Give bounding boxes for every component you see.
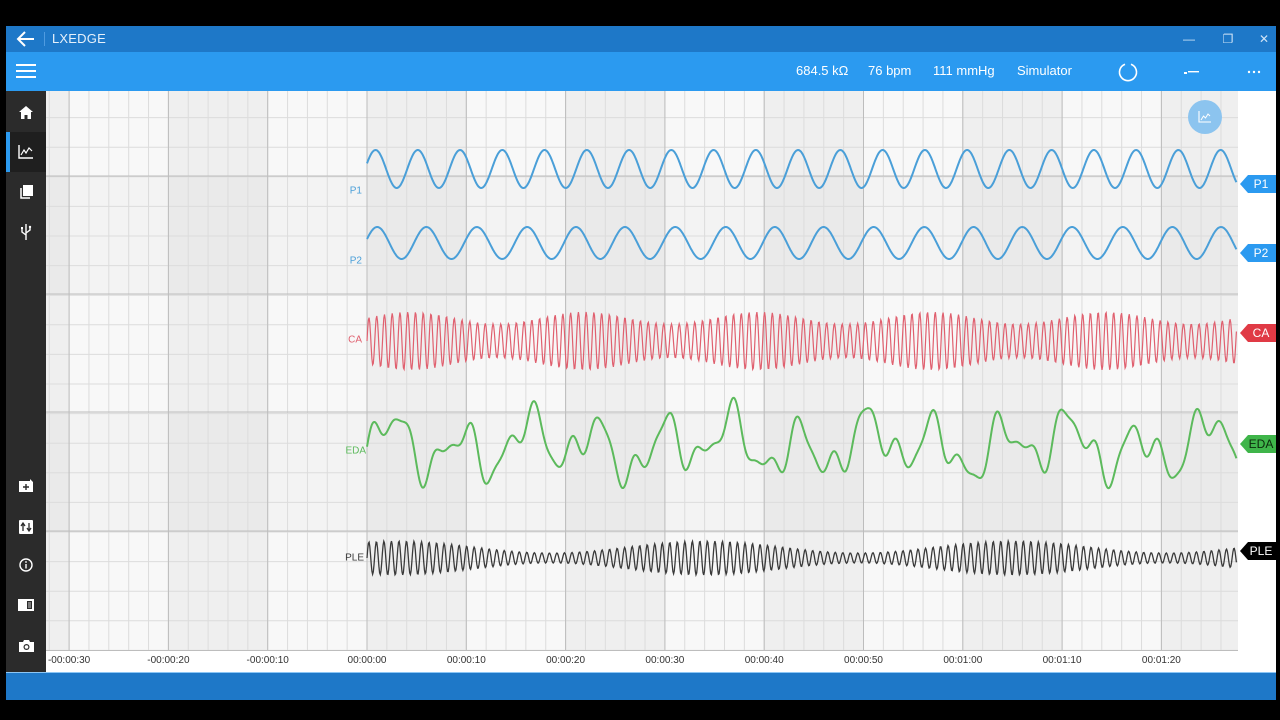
time-axis-tick-label: 00:00:40 (744, 655, 784, 666)
status-bar (6, 672, 1276, 700)
sidebar-item-usb[interactable] (6, 212, 46, 252)
time-axis-tick-label: 00:01:10 (1042, 655, 1082, 666)
channel-label-p1: P1 (349, 185, 362, 197)
sidebar-item-camera[interactable] (6, 625, 46, 665)
sidebar-item-info[interactable] (6, 545, 46, 585)
blood-pressure-readout: 111 mmHg (933, 63, 995, 78)
restore-button[interactable]: ❐ (1222, 32, 1234, 46)
sidebar-item-add-marker[interactable] (6, 466, 46, 506)
time-axis-tick-label: -00:00:10 (246, 655, 289, 666)
home-icon (19, 105, 33, 119)
channel-label-p2: P2 (349, 255, 362, 267)
heart-rate-readout: 76 bpm (868, 63, 912, 78)
back-arrow-icon[interactable] (16, 30, 36, 48)
time-axis-tick-label: 00:01:00 (943, 655, 983, 666)
sidebar-item-chart[interactable] (6, 132, 46, 172)
hamburger-menu-icon[interactable] (16, 64, 36, 80)
channel-tag-p2[interactable]: P2 (1240, 244, 1276, 262)
camera-icon (18, 639, 34, 652)
channel-tag-eda[interactable]: EDA (1240, 435, 1276, 453)
time-axis-tick-label: 00:00:00 (347, 655, 387, 666)
sidebar-item-transfer[interactable] (6, 506, 46, 546)
chart-mode-fab[interactable] (1188, 100, 1222, 134)
time-axis-tick-label: 00:01:20 (1141, 655, 1181, 666)
channel-label-eda: EDA (345, 445, 366, 457)
library-icon (20, 185, 33, 199)
channel-tag-p1[interactable]: P1 (1240, 175, 1276, 193)
sidebar-item-panel[interactable] (6, 585, 46, 625)
signal-chart[interactable]: P1 P2 CA EDA PLE (0, 87, 1280, 657)
refresh-icon[interactable] (1114, 58, 1142, 86)
window-title: LXEDGE (52, 31, 106, 46)
sidebar-item-library[interactable] (6, 172, 46, 212)
chart-icon (1198, 111, 1211, 123)
channel-label-ple: PLE (345, 552, 364, 564)
time-axis: -00:00:30 -00:00:20 -00:00:10 00:00:00 00:00… (46, 651, 1238, 672)
time-axis-tick-label: 00:00:50 (844, 655, 883, 666)
channel-tags: P1 P2 CA EDA PLE (1238, 91, 1276, 672)
channel-tag-ple[interactable]: PLE (1240, 542, 1276, 560)
time-axis-tick-label: 00:00:30 (645, 655, 685, 666)
transfer-icon (19, 520, 33, 534)
more-options-icon[interactable] (1240, 58, 1268, 86)
app-window: LXEDGE — ❐ ✕ 684.5 kΩ 76 bpm 111 mmHg Si… (0, 26, 1280, 700)
minimize-button[interactable]: — (1183, 32, 1195, 46)
time-axis-tick-label: 00:00:10 (446, 655, 486, 666)
title-separator (44, 32, 45, 46)
add-marker-icon (19, 479, 33, 492)
channel-tag-ca[interactable]: CA (1240, 324, 1276, 342)
sidebar (6, 91, 46, 700)
sidebar-item-home[interactable] (6, 92, 46, 132)
time-axis-tick-label: -00:00:20 (147, 655, 190, 666)
chart-icon (18, 145, 33, 159)
panel-icon (18, 599, 34, 611)
time-axis-tick-label: -00:00:30 (47, 655, 91, 666)
title-bar: LXEDGE — ❐ ✕ (6, 26, 1276, 52)
time-axis-tick-label: 00:00:20 (546, 655, 586, 666)
chart-canvas[interactable] (0, 87, 1280, 657)
usb-icon (21, 224, 32, 240)
resistance-readout: 684.5 kΩ (796, 63, 849, 78)
source-readout: Simulator (1017, 63, 1072, 78)
channel-label-ca: CA (348, 334, 362, 346)
signal-toggle-icon[interactable] (1177, 58, 1205, 86)
close-button[interactable]: ✕ (1258, 32, 1270, 46)
info-icon (19, 558, 33, 572)
app-bar: 684.5 kΩ 76 bpm 111 mmHg Simulator (6, 52, 1276, 91)
